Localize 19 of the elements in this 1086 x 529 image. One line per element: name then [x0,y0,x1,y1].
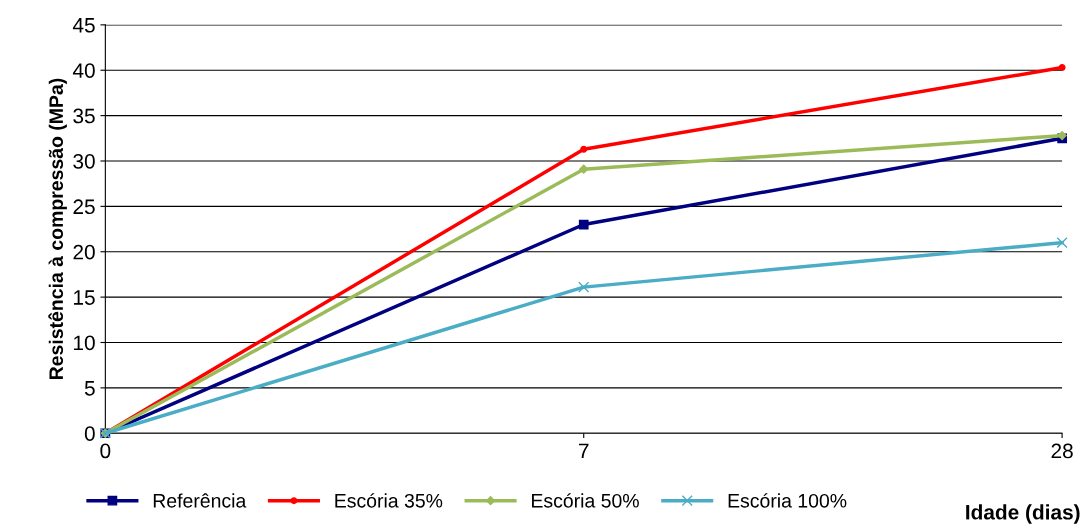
y-tick-label: 10 [74,335,95,351]
legend-label: Escória 50% [532,493,639,508]
y-axis-title: Resistência à compressão (MPa) [48,78,67,380]
y-tick-label: 0 [84,426,95,441]
y-tick-label: 25 [73,199,95,215]
legend-label: Escória 100% [728,493,847,508]
y-tick-label: 40 [72,63,95,78]
legend-label: Escória 35% [335,493,443,508]
y-tick-label: 30 [73,153,95,169]
legend-label: Referência [153,493,247,508]
y-tick-label: 35 [73,108,95,124]
x-tick-label: 28 [1051,443,1073,459]
x-tick-label: 7 [579,443,589,459]
y-tick-label: 5 [84,381,95,396]
y-tick-label: 15 [74,290,95,305]
y-tick-label: 45 [72,18,95,33]
x-axis-title: Idade (dias) [966,504,1080,524]
y-tick-label: 20 [73,244,95,260]
x-tick-label: 0 [100,443,111,459]
